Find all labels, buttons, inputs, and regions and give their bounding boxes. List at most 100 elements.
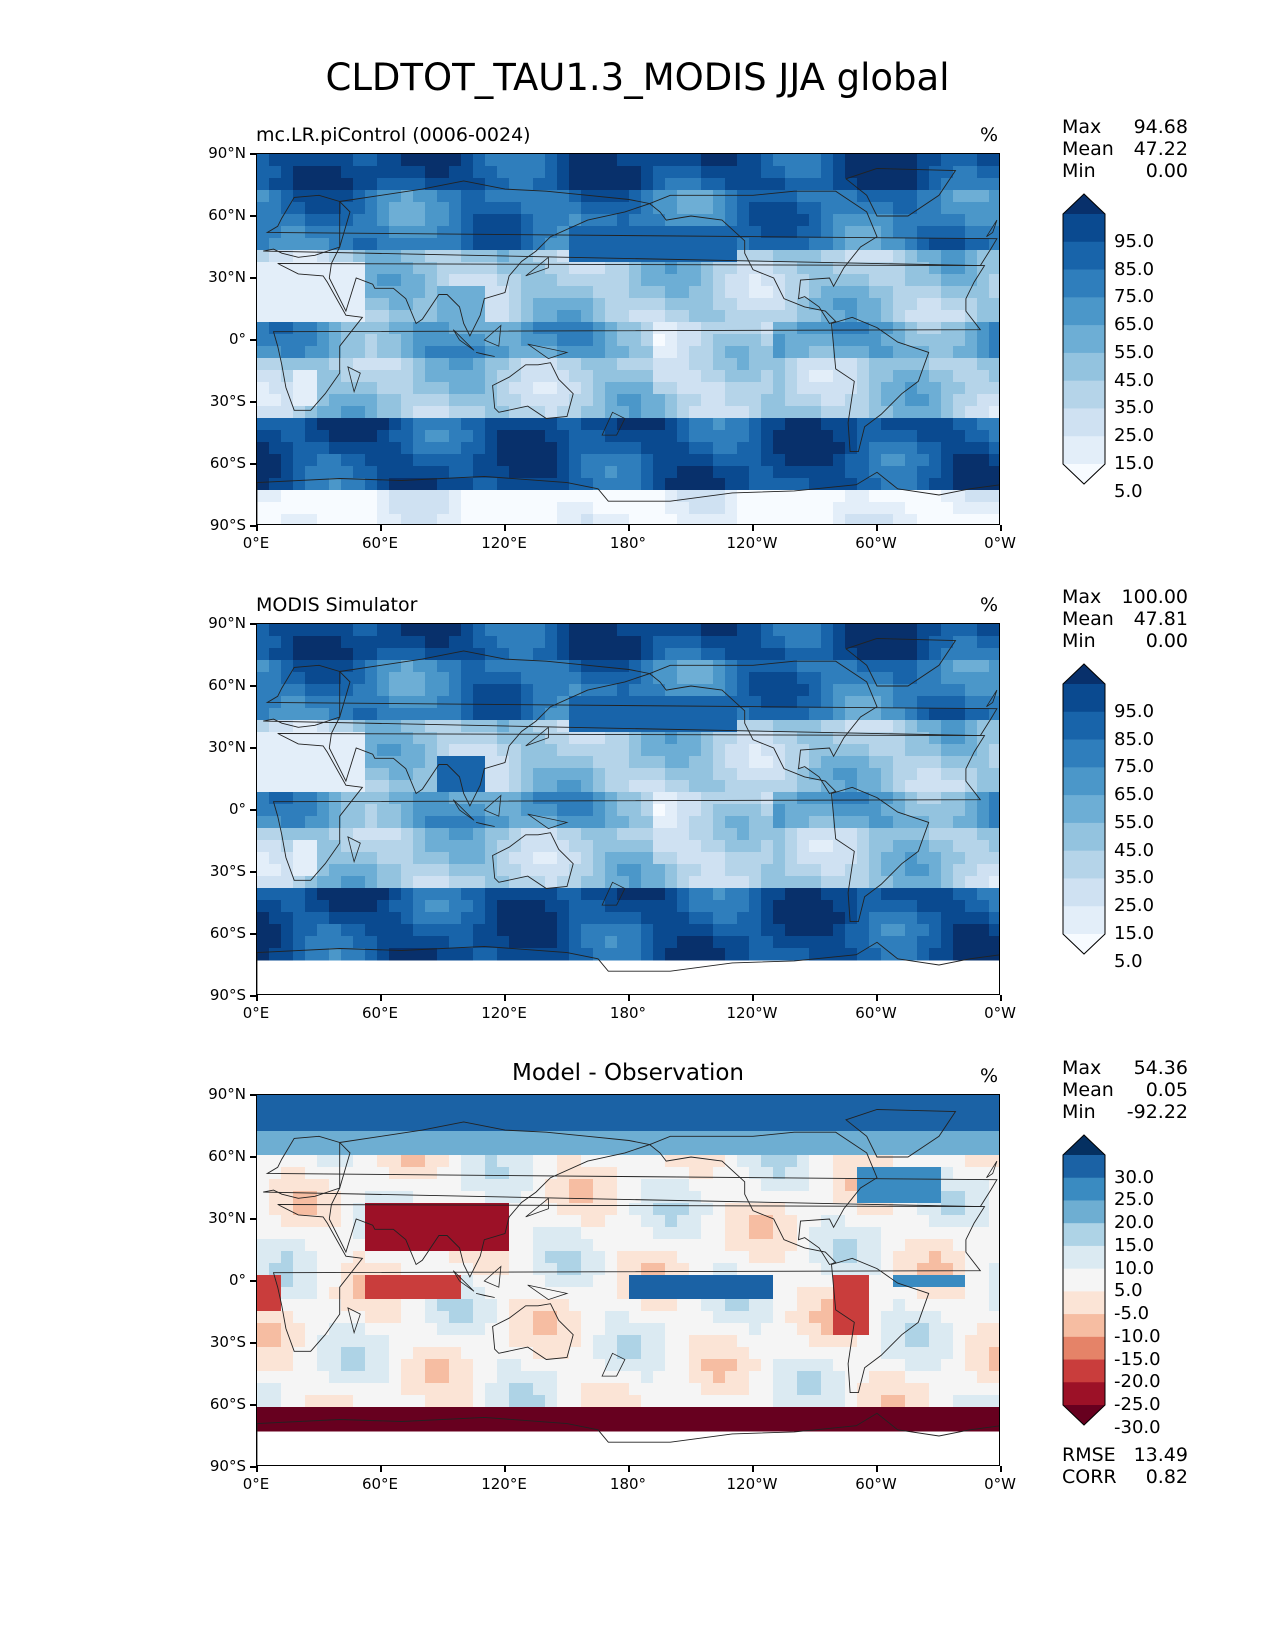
field-cell	[497, 214, 510, 227]
field-cell	[473, 406, 486, 419]
field-cell	[989, 900, 999, 913]
field-cell	[833, 1167, 846, 1180]
field-cell	[773, 648, 786, 661]
field-cell	[401, 888, 414, 901]
field-cell	[653, 636, 666, 649]
field-cell	[893, 166, 906, 179]
field-cell	[629, 720, 642, 733]
field-cell	[353, 1191, 366, 1204]
field-cell	[473, 924, 486, 937]
field-cell	[917, 1239, 930, 1252]
field-cell	[449, 442, 462, 455]
field-cell	[881, 648, 894, 661]
field-cell	[749, 1143, 762, 1156]
field-cell	[845, 804, 858, 817]
field-cell	[341, 732, 354, 745]
field-cell	[569, 636, 582, 649]
field-cell	[749, 1215, 762, 1228]
field-cell	[581, 816, 594, 829]
field-cell	[773, 624, 786, 637]
field-cell	[701, 1287, 714, 1300]
field-cell	[677, 780, 690, 793]
field-cell	[653, 1263, 666, 1276]
field-cell	[437, 924, 450, 937]
field-cell	[377, 1239, 390, 1252]
field-cell	[797, 672, 810, 685]
coastline-samerica	[831, 786, 930, 923]
field-cell	[257, 214, 270, 227]
field-cell	[617, 1155, 630, 1168]
field-cell	[305, 1215, 318, 1228]
stat-value: 94.68	[1133, 116, 1188, 138]
field-cell	[377, 768, 390, 781]
field-cell	[257, 1179, 270, 1192]
field-cell	[725, 1263, 738, 1276]
field-cell	[857, 1107, 870, 1120]
field-cell	[377, 756, 390, 769]
field-cell	[725, 514, 738, 524]
field-cell	[965, 1155, 978, 1168]
field-cell	[869, 624, 882, 637]
field-cell	[653, 744, 666, 757]
field-cell	[533, 370, 546, 383]
field-cell	[761, 888, 774, 901]
field-cell	[833, 1287, 846, 1300]
field-cell	[845, 1227, 858, 1240]
field-cell	[797, 1143, 810, 1156]
field-cell	[785, 454, 798, 467]
field-cell	[509, 696, 522, 709]
field-cell	[389, 924, 402, 937]
field-cell	[689, 382, 702, 395]
field-cell	[773, 346, 786, 359]
field-cell	[785, 636, 798, 649]
field-cell	[869, 900, 882, 913]
field-cell	[965, 1167, 978, 1180]
field-cell	[989, 780, 999, 793]
field-cell	[893, 466, 906, 479]
field-cell	[305, 406, 318, 419]
field-cell	[317, 214, 330, 227]
field-cell	[269, 624, 282, 637]
field-cell	[485, 1311, 498, 1324]
field-cell	[533, 262, 546, 275]
field-cell	[989, 732, 999, 745]
field-cell	[377, 624, 390, 637]
field-cell	[881, 1239, 894, 1252]
coastline-antarctica	[257, 471, 999, 524]
field-cell	[857, 1167, 870, 1180]
field-cell	[473, 226, 486, 239]
field-cell	[665, 1215, 678, 1228]
field-cell	[665, 190, 678, 203]
field-cell	[797, 708, 810, 721]
field-cell	[869, 154, 882, 167]
field-cell	[929, 672, 942, 685]
field-cell	[773, 708, 786, 721]
field-cell	[905, 418, 918, 431]
field-cell	[629, 454, 642, 467]
field-cell	[845, 478, 858, 491]
field-cell	[485, 490, 498, 503]
field-cell	[797, 1299, 810, 1312]
field-cell	[425, 696, 438, 709]
field-cell	[533, 1107, 546, 1120]
field-cell	[413, 888, 426, 901]
field-cell	[461, 948, 474, 961]
field-cell	[353, 334, 366, 347]
field-cell	[629, 1263, 642, 1276]
field-cell	[533, 1167, 546, 1180]
field-cell	[677, 490, 690, 503]
field-cell	[665, 1119, 678, 1132]
field-cell	[893, 298, 906, 311]
field-cell	[389, 768, 402, 781]
field-cell	[725, 1239, 738, 1252]
field-cell	[857, 310, 870, 323]
field-cell	[305, 828, 318, 841]
field-cell	[341, 1179, 354, 1192]
field-cell	[617, 310, 630, 323]
field-cell	[557, 442, 570, 455]
field-cell	[881, 490, 894, 503]
field-cell	[413, 370, 426, 383]
field-cell	[305, 624, 318, 637]
field-cell	[257, 648, 270, 661]
field-cell	[449, 696, 462, 709]
